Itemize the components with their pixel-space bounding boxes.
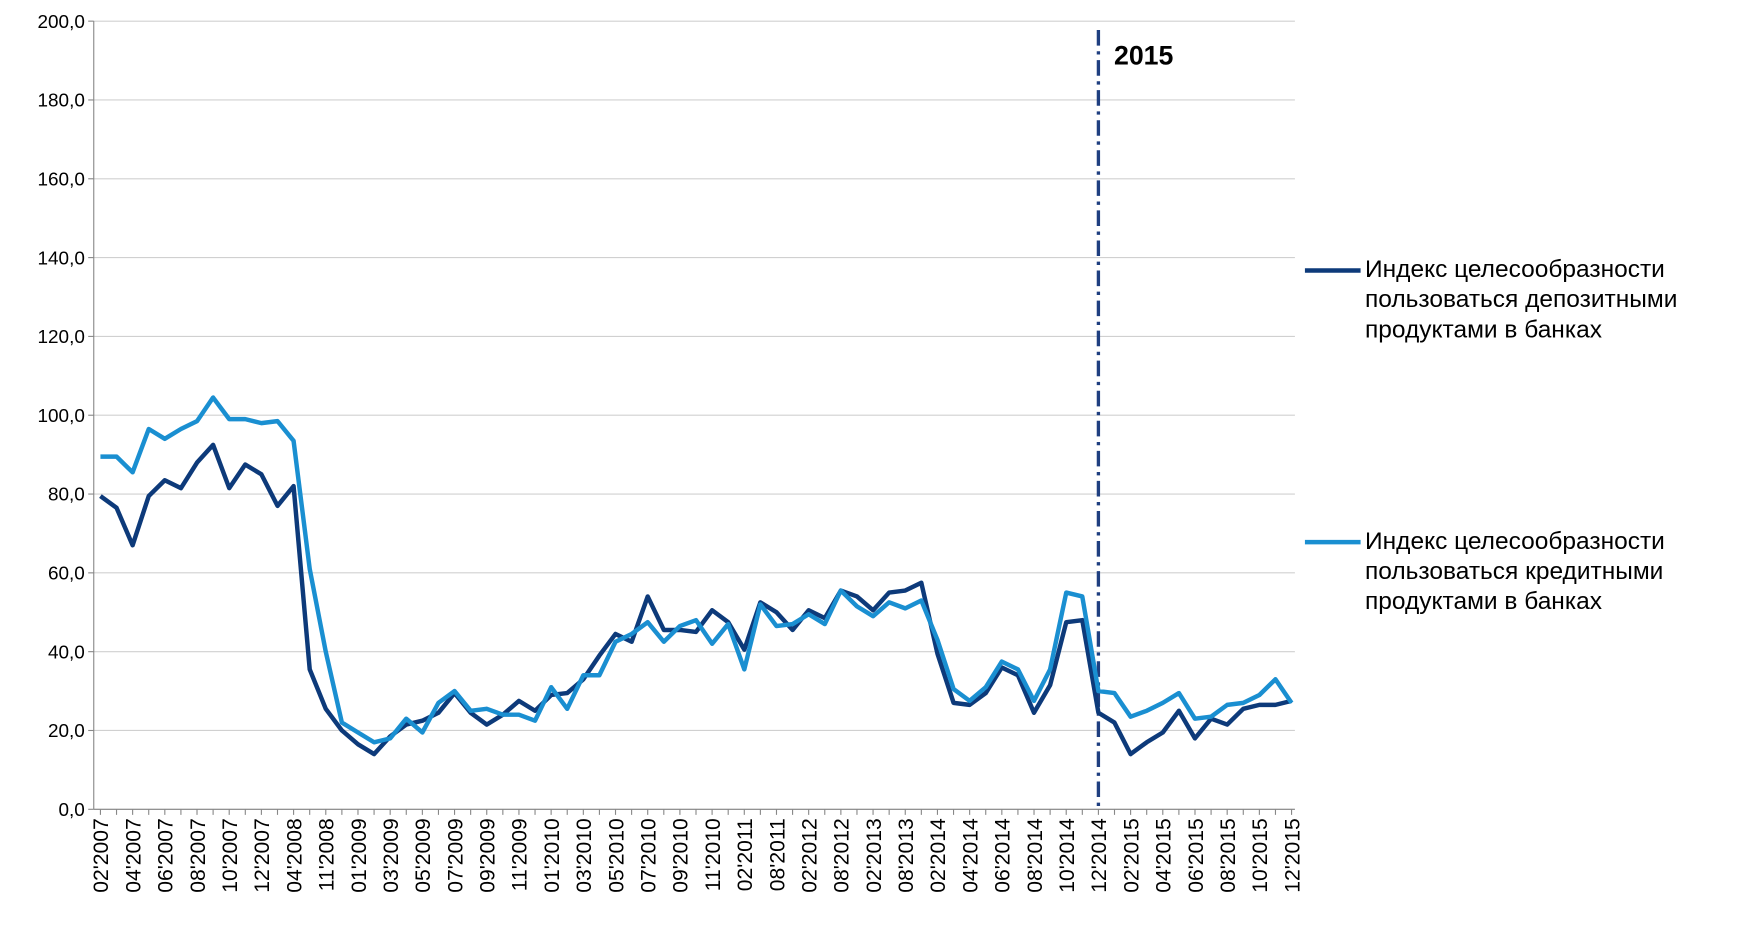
y-tick-label: 40,0: [48, 642, 85, 663]
y-tick-label: 120,0: [38, 327, 85, 348]
x-tick-label: 01'2010: [541, 818, 564, 893]
x-tick-label: 08'2011: [766, 818, 789, 891]
legend-item: Индекс целесообразности пользоваться деп…: [1365, 254, 1678, 343]
x-tick-label: 10'2015: [1249, 818, 1272, 893]
x-tick-label: 06'2014: [992, 818, 1015, 893]
x-tick-label: 02'2013: [863, 818, 886, 893]
x-tick-label: 08'2007: [187, 818, 210, 893]
y-tick-label: 140,0: [38, 248, 85, 269]
x-tick-label: 08'2012: [831, 818, 854, 893]
x-tick-label: 03'2010: [573, 818, 596, 893]
x-tick-label: 02'2012: [798, 818, 821, 893]
x-tick-label: 08'2015: [1217, 818, 1240, 893]
x-tick-label: 09'2010: [670, 818, 693, 893]
x-tick-label: 09'2009: [477, 818, 500, 893]
x-tick-label: 02'2014: [927, 818, 950, 893]
y-tick-label: 100,0: [38, 406, 85, 427]
series-line: [100, 395, 1294, 745]
x-tick-label: 08'2014: [1024, 818, 1047, 893]
x-tick-label: 11'2009: [509, 818, 532, 891]
x-tick-label: 08'2013: [895, 818, 918, 893]
x-tick-label: 04'2008: [283, 818, 306, 893]
x-tick-label: 05'2010: [605, 818, 628, 893]
legend-label: Индекс целесообразности пользоваться деп…: [1365, 254, 1678, 343]
x-tick-label: 02'2011: [734, 818, 757, 891]
x-tick-label: 12'2007: [251, 818, 274, 893]
x-tick-label: 11'2010: [702, 818, 725, 891]
x-tick-label: 02'2015: [1120, 818, 1143, 893]
annotation-label: 2015: [1114, 41, 1174, 71]
x-tick-label: 06'2007: [155, 818, 178, 893]
y-tick-label: 0,0: [59, 800, 85, 821]
x-tick-label: 04'2014: [959, 818, 982, 893]
x-tick-label: 11'2008: [316, 818, 339, 891]
x-tick-label: 06'2015: [1185, 818, 1208, 893]
x-tick-label: 03'2009: [380, 818, 403, 893]
legend-label: Индекс целесообразности пользоваться кре…: [1365, 526, 1665, 615]
y-tick-label: 60,0: [48, 564, 85, 585]
x-tick-label: 12'2014: [1088, 818, 1111, 893]
x-tick-label: 07'2010: [638, 818, 661, 893]
legend-item: Индекс целесообразности пользоваться кре…: [1365, 526, 1665, 615]
series-line: [99, 442, 1293, 757]
x-tick-label: 04'2007: [122, 818, 145, 893]
x-tick-label: 12'2015: [1281, 818, 1304, 893]
y-tick-label: 180,0: [38, 91, 85, 112]
x-tick-label: 04'2015: [1153, 818, 1176, 893]
y-tick-label: 80,0: [48, 485, 85, 506]
x-tick-label: 02'2007: [90, 818, 113, 893]
x-tick-label: 10'2007: [219, 818, 242, 893]
x-tick-label: 01'2009: [348, 818, 371, 893]
y-tick-label: 20,0: [48, 721, 85, 742]
x-tick-label: 07'2009: [444, 818, 467, 893]
x-tick-label: 05'2009: [412, 818, 435, 893]
x-tick-label: 10'2014: [1056, 818, 1079, 893]
y-tick-label: 160,0: [38, 169, 85, 190]
y-tick-label: 200,0: [38, 12, 85, 33]
